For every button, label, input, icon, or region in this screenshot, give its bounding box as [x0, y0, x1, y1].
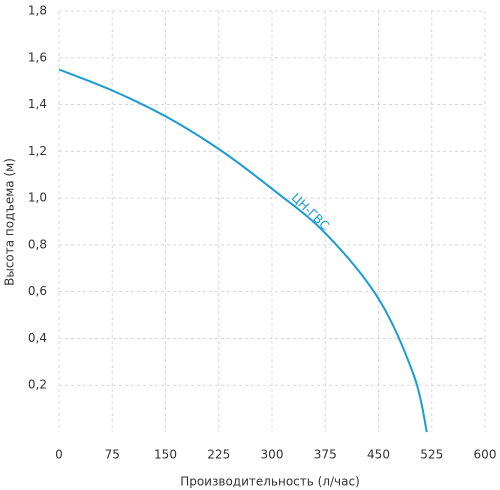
- x-axis-label: Производительность (л/час): [180, 475, 360, 489]
- x-tick-label: 300: [261, 448, 284, 462]
- y-tick-label: 1,2: [28, 144, 47, 158]
- y-tick-label: 1,6: [28, 50, 47, 64]
- y-tick-label: 0,6: [28, 284, 47, 298]
- x-tick-label: 150: [154, 448, 177, 462]
- x-tick-label: 600: [474, 448, 497, 462]
- y-tick-label: 1,0: [28, 191, 47, 205]
- x-tick-label: 525: [420, 448, 443, 462]
- y-tick-label: 0,2: [28, 378, 47, 392]
- x-tick-label: 0: [55, 448, 63, 462]
- pump-curve: [58, 68, 428, 433]
- y-tick-label: 1,8: [28, 4, 47, 18]
- y-axis-label: Высота подъема (м): [3, 158, 17, 286]
- y-tick-label: 1,4: [28, 97, 47, 111]
- y-tick-label: 0,8: [28, 237, 47, 251]
- x-tick-label: 450: [367, 448, 390, 462]
- y-tick-label: 0,4: [28, 331, 47, 345]
- x-tick-label: 375: [314, 448, 337, 462]
- x-tick-label: 225: [207, 448, 230, 462]
- x-tick-label: 75: [105, 448, 120, 462]
